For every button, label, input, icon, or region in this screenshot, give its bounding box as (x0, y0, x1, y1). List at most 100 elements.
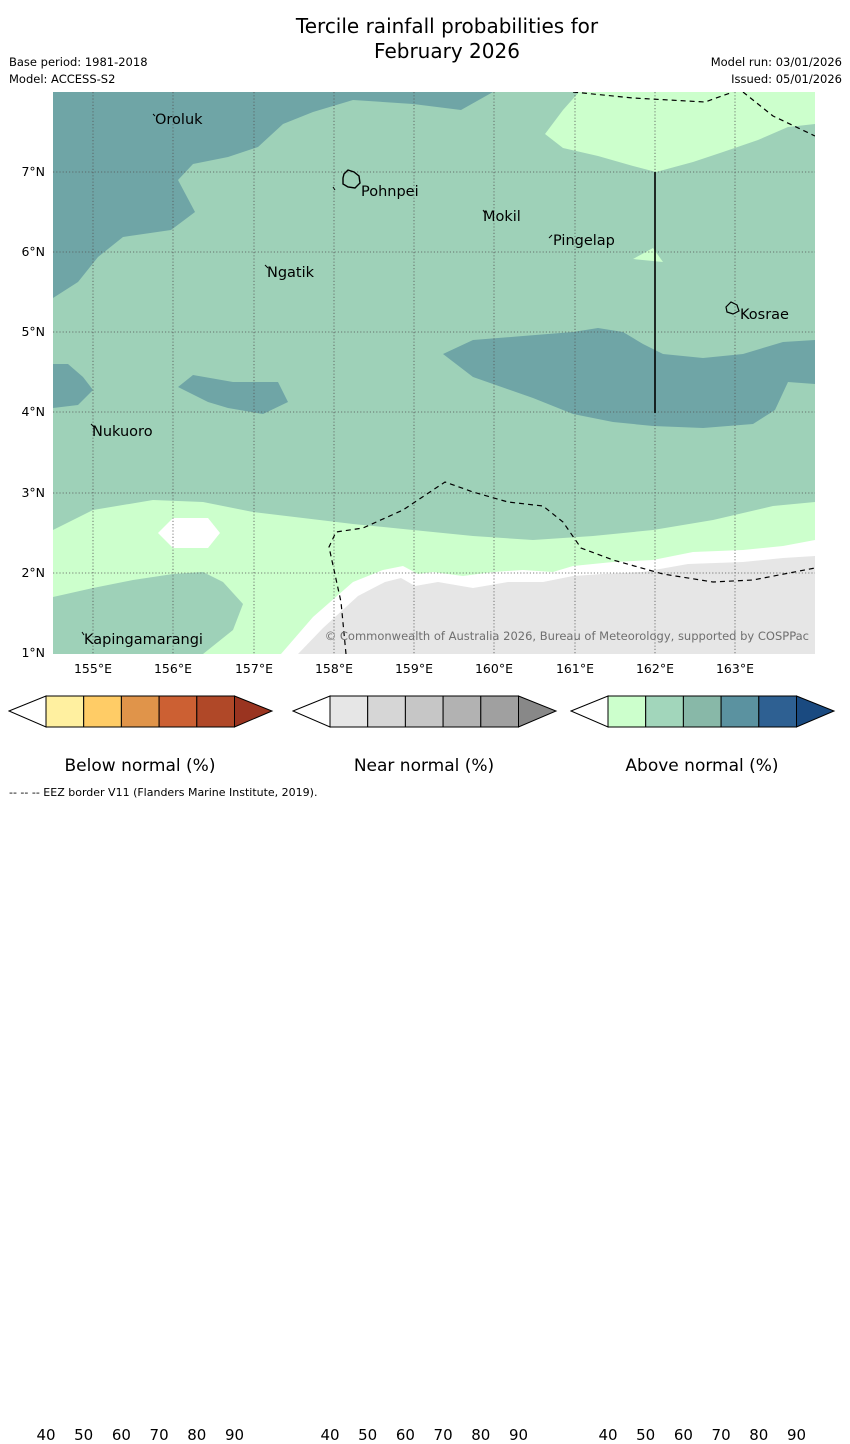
legend-below-bin-5 (196, 695, 236, 728)
legend-near-tick-80: 80 (471, 1426, 491, 1444)
title-line-1: Tercile rainfall probabilities for (295, 14, 599, 38)
legend-below-tick-40: 40 (36, 1426, 56, 1444)
legend-above-tick-40: 40 (598, 1426, 618, 1444)
above-normal-60-70-northwest (53, 92, 493, 298)
above-normal-60-70-patch-west (53, 364, 93, 408)
legend-above-bin-0 (569, 695, 609, 728)
legend-above-bin-3 (682, 695, 722, 728)
y-tick-4n: 4°N (21, 404, 45, 419)
y-tick-1n: 1°N (21, 645, 45, 660)
legend-near-bin-5 (480, 695, 520, 728)
issued-date: Issued: 05/01/2026 (731, 72, 842, 86)
legend-below-tick-50: 50 (74, 1426, 94, 1444)
x-tick-155e: 155°E (73, 661, 112, 676)
legend-above-tick-60: 60 (673, 1426, 693, 1444)
place-kapingamarangi: Kapingamarangi (84, 632, 203, 648)
legend-below-tick-80: 80 (187, 1426, 207, 1444)
legend-near-normal-colorbar (291, 695, 558, 728)
eez-border (328, 92, 815, 654)
place-kosrae: Kosrae (740, 307, 789, 323)
model-name: Model: ACCESS-S2 (9, 72, 116, 86)
legend-below-tick-60: 60 (111, 1426, 131, 1444)
y-tick-3n: 3°N (21, 485, 45, 500)
legend-below-tick-70: 70 (149, 1426, 169, 1444)
legend-near-tick-60: 60 (395, 1426, 415, 1444)
x-tick-163e: 163°E (715, 661, 754, 676)
above-normal-40-50-northeast (545, 92, 815, 172)
x-tick-162e: 162°E (635, 661, 674, 676)
above-normal-50-60-southwest (53, 572, 243, 654)
legend-near-ticks: 40 50 60 70 80 90 (292, 1426, 558, 1444)
legend-near-bin-1 (329, 695, 369, 728)
legend-below-normal-colorbar (7, 695, 274, 728)
legend-above-bin-1 (607, 695, 647, 728)
legend-near-bin-6 (518, 695, 558, 728)
legend-above-normal-colorbar (569, 695, 836, 728)
legend-near-bin-2 (367, 695, 406, 728)
legend-below-bin-3 (120, 695, 160, 728)
legend-above-tick-80: 80 (749, 1426, 769, 1444)
y-tick-7n: 7°N (21, 164, 45, 179)
forecast-map: Oroluk Pohnpei Mokil Pingelap Ngatik Kos… (53, 92, 815, 654)
y-tick-5n: 5°N (21, 324, 45, 339)
place-pingelap: Pingelap (553, 233, 615, 249)
legend-above-tick-50: 50 (636, 1426, 656, 1444)
legend-above-normal: 40 50 60 70 80 90 (569, 695, 836, 1444)
legend-above-tick-90: 90 (786, 1426, 807, 1444)
legend-near-tick-70: 70 (433, 1426, 453, 1444)
above-normal-60-70-east (443, 328, 815, 428)
meta-left: Base period: 1981-2018 Model: ACCESS-S2 (9, 54, 148, 88)
grid-lines (53, 92, 815, 654)
x-tick-159e: 159°E (394, 661, 433, 676)
legend-near-bin-0 (291, 695, 331, 728)
legend-above-bin-4 (720, 695, 760, 728)
legend-near-label: Near normal (%) (353, 756, 495, 776)
legend-above-ticks: 40 50 60 70 80 90 (570, 1426, 836, 1444)
near-normal-40-50-south (298, 556, 815, 654)
eez-footnote: -- -- -- EEZ border V11 (Flanders Marine… (9, 786, 318, 799)
meta-right: Model run: 03/01/2026 Issued: 05/01/2026 (711, 54, 842, 88)
legend-below-tick-90: 90 (224, 1426, 245, 1444)
legend-below-bin-2 (83, 695, 122, 728)
legend-below-ticks: 40 50 60 70 80 90 (8, 1426, 274, 1444)
place-ngatik: Ngatik (267, 265, 315, 281)
above-normal-40-50-white-hole (158, 518, 220, 548)
place-oroluk: Oroluk (155, 112, 203, 128)
legend-near-tick-40: 40 (320, 1426, 340, 1444)
legend-near-tick-50: 50 (358, 1426, 378, 1444)
above-normal-60-70-patch-center (178, 375, 288, 414)
title-line-2: February 2026 (374, 39, 520, 63)
legend-below-normal: 40 50 60 70 80 90 (7, 695, 274, 1444)
place-nukuoro: Nukuoro (92, 424, 153, 440)
pohnpei-island (342, 169, 361, 189)
y-tick-6n: 6°N (21, 244, 45, 259)
legend-below-label: Below normal (%) (64, 756, 216, 776)
x-tick-161e: 161°E (555, 661, 594, 676)
legend-above-bin-5 (758, 695, 798, 728)
x-tick-160e: 160°E (474, 661, 513, 676)
legend-above-label: Above normal (%) (625, 756, 779, 776)
legend-above-tick-70: 70 (711, 1426, 731, 1444)
small-island-marks (81, 113, 553, 636)
copyright-credit: © Commonwealth of Australia 2026, Bureau… (324, 629, 809, 643)
x-tick-157e: 157°E (234, 661, 273, 676)
legend-above-bin-2 (645, 695, 684, 728)
legend-near-normal: 40 50 60 70 80 90 (291, 695, 558, 1444)
base-period: Base period: 1981-2018 (9, 55, 148, 69)
y-tick-2n: 2°N (21, 565, 45, 580)
legend-above-bin-6 (796, 695, 836, 728)
legend-near-bin-3 (404, 695, 444, 728)
legend-near-tick-90: 90 (508, 1426, 529, 1444)
legend-near-bin-4 (442, 695, 482, 728)
legend-below-bin-6 (234, 695, 274, 728)
x-tick-156e: 156°E (153, 661, 192, 676)
legend-below-bin-4 (158, 695, 198, 728)
model-run: Model run: 03/01/2026 (710, 55, 842, 69)
legend-below-bin-1 (45, 695, 85, 728)
kosrae-island (725, 301, 740, 315)
legend-below-bin-0 (7, 695, 47, 728)
place-mokil: Mokil (483, 209, 521, 225)
place-pohnpei: Pohnpei (361, 184, 419, 200)
chart-title: Tercile rainfall probabilities for Febru… (0, 14, 850, 64)
x-tick-158e: 158°E (314, 661, 353, 676)
